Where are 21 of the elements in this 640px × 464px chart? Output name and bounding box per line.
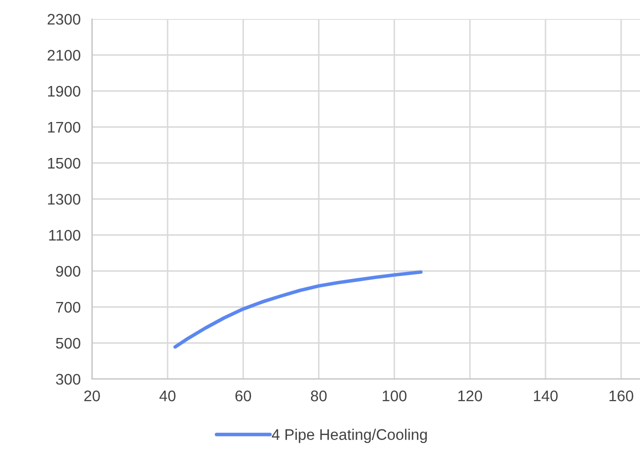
legend-label: 4 Pipe Heating/Cooling: [272, 428, 427, 443]
x-tick-label: 40: [159, 390, 176, 402]
x-tick-label: 100: [382, 390, 406, 402]
y-tick-label: 1300: [48, 194, 80, 205]
x-tick-label: 60: [235, 390, 252, 402]
y-tick-label: 900: [56, 266, 80, 277]
x-tick-label: 120: [458, 390, 482, 402]
y-tick-label: 2100: [48, 50, 80, 61]
y-tick-label: 300: [56, 374, 80, 385]
x-tick-label: 80: [310, 390, 327, 402]
x-tick-label: 20: [84, 390, 100, 402]
y-tick-label: 1700: [48, 122, 80, 133]
line-series: [173, 270, 423, 349]
y-tick-label: 2300: [48, 14, 80, 25]
y-tick-label: 1100: [49, 230, 80, 241]
y-tick-label: 1500: [48, 158, 80, 169]
x-tick-label: 160: [610, 390, 634, 402]
y-tick-label: 700: [56, 302, 80, 313]
x-tick-label: 140: [534, 390, 558, 402]
y-tick-label: 1900: [48, 86, 80, 97]
y-tick-label: 500: [56, 338, 80, 349]
